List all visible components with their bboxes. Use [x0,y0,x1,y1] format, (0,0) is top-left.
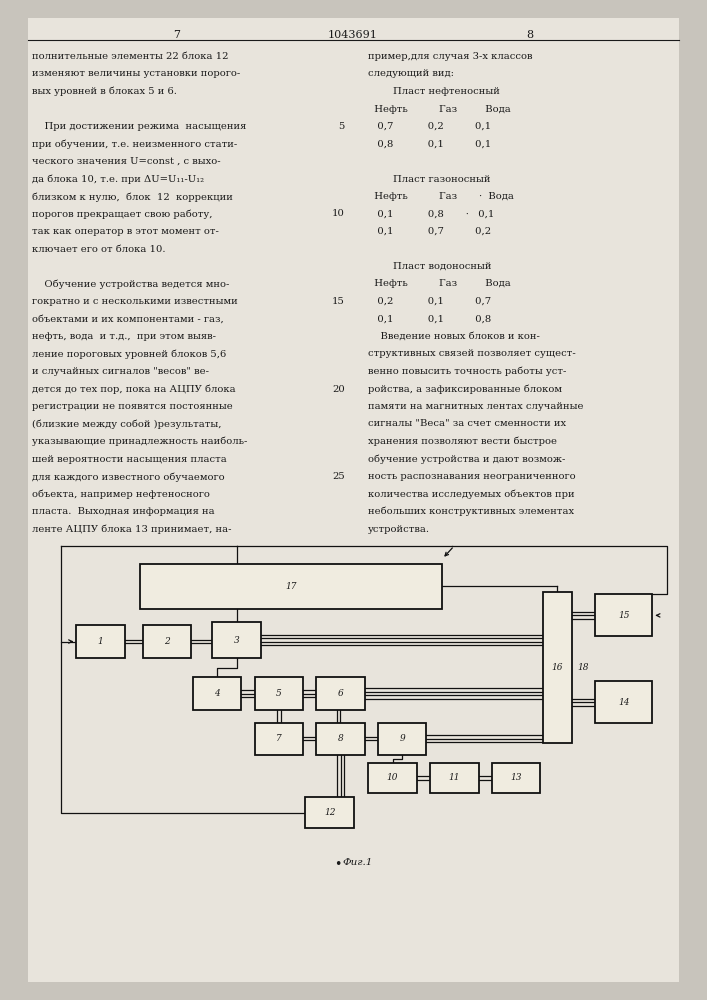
Bar [255,677,303,710]
Bar [316,723,365,755]
Text: Фиг.1: Фиг.1 [342,858,373,867]
Text: 0,8           0,1          0,1: 0,8 0,1 0,1 [368,139,491,148]
Text: 2: 2 [164,637,170,646]
Bar [211,622,262,658]
Text: ключает его от блока 10.: ключает его от блока 10. [32,244,165,253]
Text: небольших конструктивных элементах: небольших конструктивных элементах [368,507,574,516]
Text: ленте АЦПУ блока 13 принимает, на-: ленте АЦПУ блока 13 принимает, на- [32,524,231,534]
Text: ройства, а зафиксированные блоком: ройства, а зафиксированные блоком [368,384,562,394]
Text: 0,7           0,2          0,1: 0,7 0,2 0,1 [368,122,491,131]
Text: пласта.  Выходная информация на: пласта. Выходная информация на [32,507,215,516]
Text: Нефть          Газ         Вода: Нефть Газ Вода [368,104,510,113]
Text: близком к нулю,  блок  12  коррекции: близком к нулю, блок 12 коррекции [32,192,233,202]
Text: следующий вид:: следующий вид: [368,70,454,79]
Text: 7: 7 [276,734,281,743]
Text: 4: 4 [214,689,220,698]
Text: сигналы "Веса" за счет сменности их: сигналы "Веса" за счет сменности их [368,420,566,428]
Text: 10: 10 [332,210,345,219]
Text: Нефть          Газ         Вода: Нефть Газ Вода [368,279,510,288]
Text: (близкие между собой )результаты,: (близкие между собой )результаты, [32,420,221,429]
Text: 1043691: 1043691 [328,30,378,40]
Bar [430,763,479,793]
Text: изменяют величины установки порого-: изменяют величины установки порого- [32,70,240,79]
Text: 25: 25 [332,472,345,481]
Text: регистрации не появятся постоянные: регистрации не появятся постоянные [32,402,233,411]
Text: 10: 10 [387,773,398,782]
Text: ность распознавания неограниченного: ность распознавания неограниченного [368,472,575,481]
Bar [76,625,124,658]
Text: количества исследуемых объектов при: количества исследуемых объектов при [368,489,575,499]
Text: 1: 1 [98,637,103,646]
Text: так как оператор в этот момент от-: так как оператор в этот момент от- [32,227,219,236]
Bar [140,564,442,609]
Text: 3: 3 [233,636,240,645]
Text: 6: 6 [338,689,344,698]
Text: пример,для случая 3-х классов: пример,для случая 3-х классов [368,52,532,61]
Text: шей вероятности насыщения пласта: шей вероятности насыщения пласта [32,454,227,464]
Text: и случайных сигналов "весов" ве-: и случайных сигналов "весов" ве- [32,367,209,376]
Text: 7: 7 [173,30,180,40]
Bar [316,677,365,710]
Text: хранения позволяют вести быстрое: хранения позволяют вести быстрое [368,437,557,446]
Text: устройства.: устройства. [368,524,430,534]
Text: объектами и их компонентами - газ,: объектами и их компонентами - газ, [32,314,223,324]
Text: да блока 10, т.е. при ΔU=U₁₁-U₁₂: да блока 10, т.е. при ΔU=U₁₁-U₁₂ [32,174,204,184]
Text: 8: 8 [526,30,533,40]
Text: Пласт нефтеносный: Пласт нефтеносный [368,87,500,96]
Text: 16: 16 [551,663,563,672]
Text: 9: 9 [399,734,405,743]
Text: 12: 12 [324,808,335,817]
Text: Пласт газоносный: Пласт газоносный [368,174,491,184]
Text: ление пороговых уровней блоков 5,6: ление пороговых уровней блоков 5,6 [32,350,226,359]
Text: 0,1           0,1          0,8: 0,1 0,1 0,8 [368,314,491,324]
Text: 15: 15 [332,297,345,306]
Bar [368,763,417,793]
Text: Обучение устройства ведется мно-: Обучение устройства ведется мно- [32,279,229,289]
Text: Введение новых блоков и кон-: Введение новых блоков и кон- [368,332,540,341]
Text: обучение устройства и дают возмож-: обучение устройства и дают возмож- [368,454,566,464]
Text: порогов прекращает свою работу,: порогов прекращает свою работу, [32,210,213,219]
Bar [255,723,303,755]
Text: Нефть          Газ       ·  Вода: Нефть Газ · Вода [368,192,514,201]
Text: объекта, например нефтеносного: объекта, например нефтеносного [32,489,210,499]
Text: указывающие принадлежность наиболь-: указывающие принадлежность наиболь- [32,437,247,446]
Text: 0,2           0,1          0,7: 0,2 0,1 0,7 [368,297,491,306]
Text: 15: 15 [618,611,629,620]
Text: При достижении режима  насыщения: При достижении режима насыщения [32,122,246,131]
Text: нефть, вода  и т.д.,  при этом выяв-: нефть, вода и т.д., при этом выяв- [32,332,216,341]
Bar [378,723,426,755]
Text: дется до тех пор, пока на АЦПУ блока: дется до тех пор, пока на АЦПУ блока [32,384,235,394]
Bar [595,681,653,723]
Bar [543,592,572,743]
Text: структивных связей позволяет сущест-: структивных связей позволяет сущест- [368,350,575,359]
Text: памяти на магнитных лентах случайные: памяти на магнитных лентах случайные [368,402,583,411]
Bar [193,677,241,710]
Text: 14: 14 [618,698,629,707]
Text: ческого значения U=const , с выхо-: ческого значения U=const , с выхо- [32,157,221,166]
Text: 5: 5 [276,689,281,698]
Text: вых уровней в блоках 5 и 6.: вых уровней в блоках 5 и 6. [32,87,177,97]
Text: 13: 13 [510,773,522,782]
Text: 8: 8 [338,734,344,743]
Text: 0,1           0,7          0,2: 0,1 0,7 0,2 [368,227,491,236]
Text: •: • [334,858,341,871]
Text: при обучении, т.е. неизменного стати-: при обучении, т.е. неизменного стати- [32,139,238,149]
Text: 17: 17 [285,582,297,591]
Text: гократно и с несколькими известными: гократно и с несколькими известными [32,297,238,306]
Bar [492,763,540,793]
Text: Пласт водоносный: Пласт водоносный [368,262,491,271]
Text: 18: 18 [578,663,589,672]
Text: 11: 11 [448,773,460,782]
Text: венно повысить точность работы уст-: венно повысить точность работы уст- [368,367,566,376]
Bar [143,625,191,658]
Text: полнительные элементы 22 блока 12: полнительные элементы 22 блока 12 [32,52,228,61]
Bar [305,797,354,828]
Bar [595,594,653,636]
Text: 0,1           0,8       ·   0,1: 0,1 0,8 · 0,1 [368,210,494,219]
Text: 5: 5 [339,122,345,131]
Text: 20: 20 [332,384,345,393]
Text: для каждого известного обучаемого: для каждого известного обучаемого [32,472,225,482]
